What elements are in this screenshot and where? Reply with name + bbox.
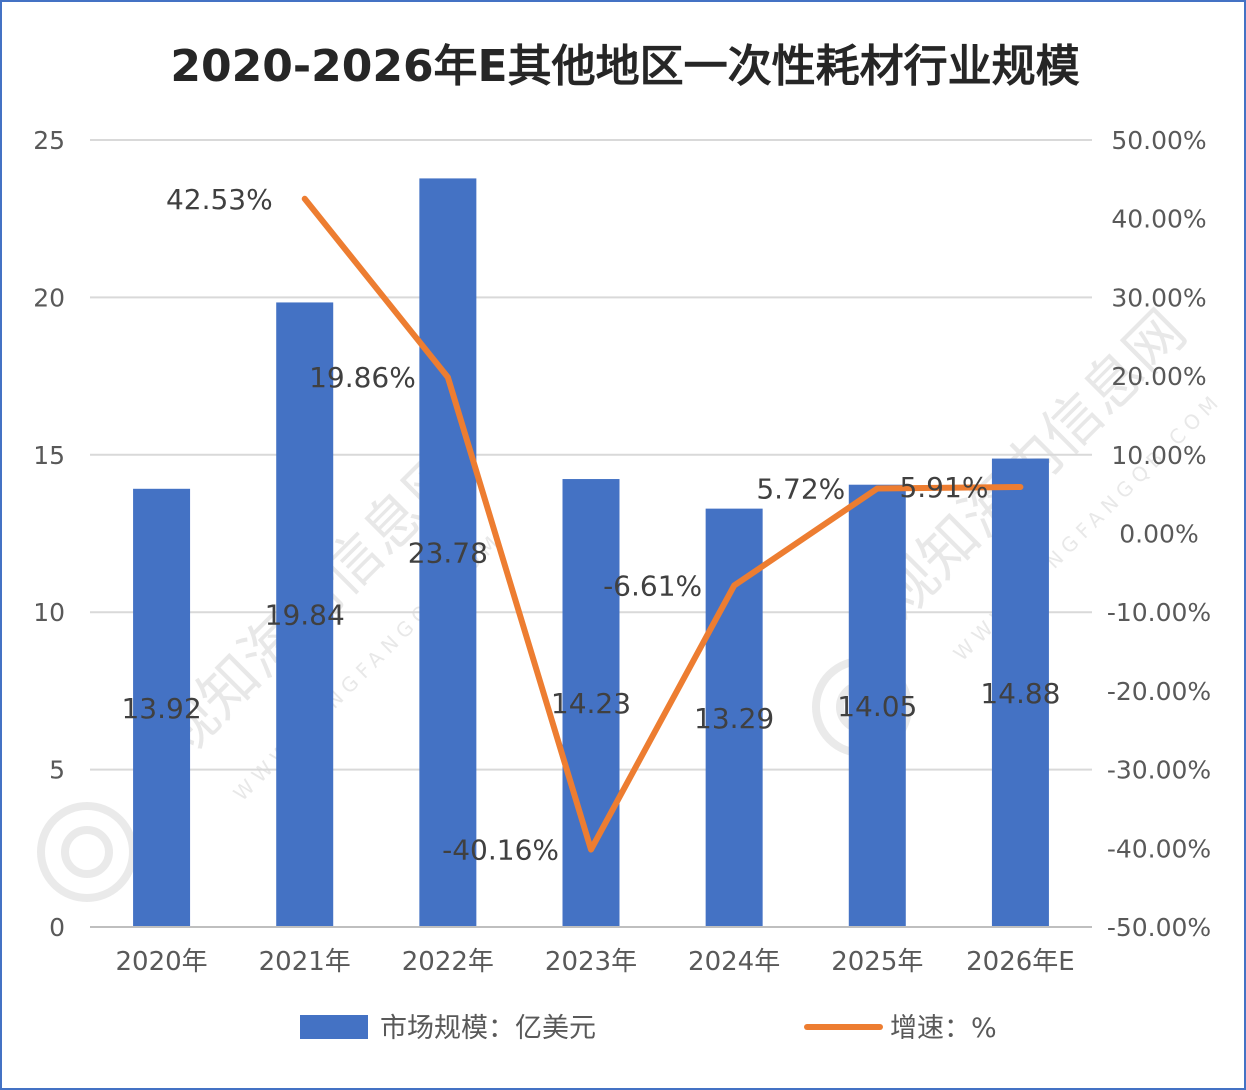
- legend: 市场规模：亿美元 增速：%: [300, 1013, 997, 1044]
- bar-series: [133, 178, 1049, 928]
- y-right-tick-label: -20.00%: [1107, 677, 1211, 706]
- y-left-tick-label: 0: [49, 913, 65, 942]
- x-tick-label: 2026年E: [966, 947, 1075, 977]
- x-tick-label: 2024年: [688, 947, 780, 977]
- y-right-tick-label: -10.00%: [1107, 598, 1211, 627]
- y-right-tick-label: 50.00%: [1111, 126, 1206, 155]
- bar-value-label: 13.29: [694, 702, 774, 735]
- y-right-tick-label: 0.00%: [1119, 520, 1198, 549]
- growth-line: [301, 195, 1024, 853]
- y-right-tick-label: -30.00%: [1107, 756, 1211, 785]
- y-left-tick-label: 5: [49, 756, 65, 785]
- growth-value-label: 5.91%: [899, 471, 988, 504]
- bar-value-label: 14.88: [980, 677, 1060, 710]
- chart-title: 2020-2026年E其他地区一次性耗材行业规模: [170, 41, 1080, 92]
- bar: [133, 488, 191, 927]
- x-tick-label: 2022年: [402, 947, 494, 977]
- y-right-tick-label: 20.00%: [1111, 362, 1206, 391]
- legend-line-label: 增速：%: [890, 1013, 997, 1044]
- watermark-logo-inner: [61, 826, 113, 878]
- bar-value-label: 19.84: [265, 599, 345, 632]
- legend-bar-label: 市场规模：亿美元: [380, 1013, 596, 1044]
- bar: [276, 302, 334, 928]
- data-labels: 13.92 19.84 23.78 14.23 13.29 14.05 14.88 42.53…: [121, 183, 1060, 867]
- x-tick-label: 2021年: [259, 947, 351, 977]
- y-left-tick-label: 20: [33, 283, 65, 312]
- bar-value-label: 14.05: [837, 690, 917, 723]
- watermark-logo-icon: [37, 802, 137, 902]
- bar: [848, 484, 906, 927]
- legend-bar-swatch: [300, 1015, 368, 1039]
- x-tick-label: 2023年: [545, 947, 637, 977]
- x-tick-label: 2020年: [115, 947, 207, 977]
- growth-value-label: 5.72%: [756, 472, 845, 505]
- growth-value-label: -6.61%: [603, 570, 702, 603]
- y-right-tick-label: 30.00%: [1111, 283, 1206, 312]
- growth-value-label: 19.86%: [309, 361, 416, 394]
- bar-value-label: 13.92: [121, 692, 201, 725]
- y-left-tick-label: 15: [33, 441, 65, 470]
- y-right-tick-label: -40.00%: [1107, 834, 1211, 863]
- y-left-tick-label: 25: [33, 126, 65, 155]
- bar-value-label: 23.78: [408, 537, 488, 570]
- bar: [705, 508, 763, 927]
- y-right-tick-label: -50.00%: [1107, 913, 1211, 942]
- y-right-tick-label: 40.00%: [1111, 205, 1206, 234]
- growth-value-label: -40.16%: [442, 834, 559, 867]
- axes: 0 5 10 15 20 25 -50.00% -40.00% -30.00% -20.00% -1…: [33, 126, 1211, 977]
- growth-value-label: 42.53%: [166, 183, 273, 216]
- bar-value-label: 14.23: [551, 687, 631, 720]
- x-tick-label: 2025年: [831, 947, 923, 977]
- bar: [991, 458, 1049, 927]
- y-left-tick-label: 10: [33, 598, 65, 627]
- y-right-tick-label: 10.00%: [1111, 441, 1206, 470]
- bar: [419, 178, 477, 928]
- line-series: [301, 195, 1024, 853]
